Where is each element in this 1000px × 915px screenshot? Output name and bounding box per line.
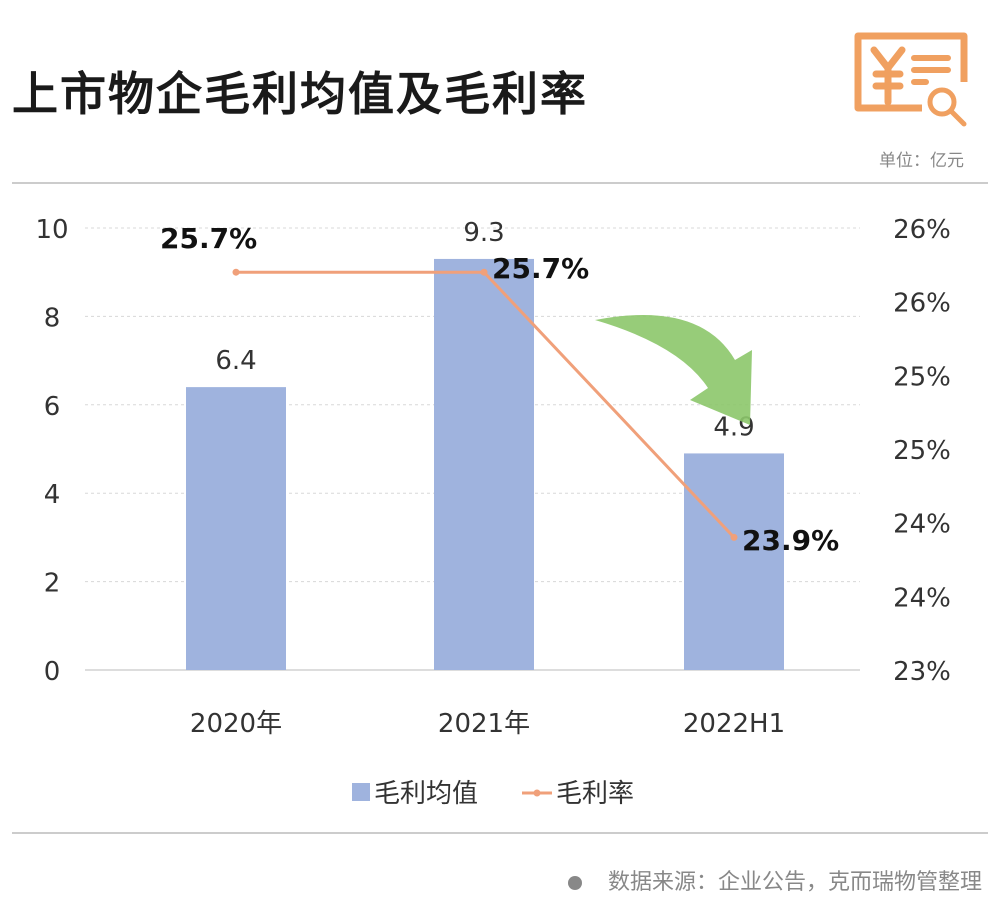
x-tick-label: 2022H1 [683,709,785,739]
right-tick-label: 25% [893,362,951,392]
legend-line-marker [533,789,541,797]
right-tick-label: 26% [893,215,951,245]
rate-value-label: 23.9% [742,524,839,557]
rate-value-label: 25.7% [492,252,589,285]
bullet-icon [567,876,582,890]
bar [434,258,534,670]
bar [684,453,784,670]
left-tick-label: 2 [44,569,61,599]
right-tick-label: 23% [893,657,951,687]
rate-point [730,533,738,541]
unit-label: 单位：亿元 [879,151,964,171]
left-tick-label: 4 [44,480,61,510]
bottom-divider [12,832,988,834]
right-tick-label: 24% [893,583,951,613]
bar-value-label: 6.4 [215,346,256,376]
yuan-invoice-search-icon [854,32,968,127]
right-tick-label: 25% [893,436,951,466]
x-tick-label: 2021年 [438,709,530,739]
left-tick-label: 8 [44,303,61,333]
left-tick-label: 6 [44,392,61,422]
x-tick-label: 2020年 [190,709,282,739]
rate-point [480,268,488,276]
chart: 0 2 4 6 8 10 23% 24% 24% 25% 25% 26% 26% 6.4 2020年 9.3 2… [35,215,951,809]
page-title: 上市物企毛利均值及毛利率 [12,67,588,121]
rate-value-label: 25.7% [160,222,257,255]
left-tick-label: 0 [44,657,61,687]
left-tick-label: 10 [35,215,68,245]
bar [186,387,286,670]
legend-bar-label: 毛利均值 [374,779,478,809]
top-divider [12,182,988,184]
source-text: 数据来源：企业公告，克而瑞物管整理 [607,870,982,895]
legend-line-label: 毛利率 [556,779,634,809]
bar-value-label: 9.3 [463,218,504,248]
rate-point [232,268,240,276]
green-arrow-icon [595,315,752,425]
right-tick-label: 24% [893,510,951,540]
legend-bar-swatch [352,783,370,801]
right-tick-label: 26% [893,289,951,319]
source-note: 数据来源：企业公告，克而瑞物管整理 [567,864,982,896]
